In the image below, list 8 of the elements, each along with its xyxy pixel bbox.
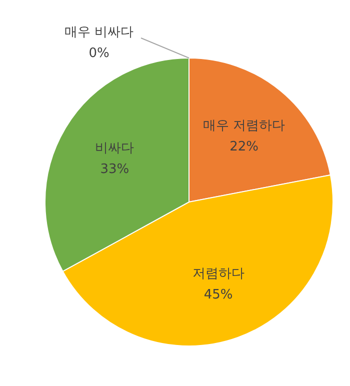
data-label: 22%	[230, 139, 259, 154]
slice-label: 비싸다	[95, 141, 134, 156]
data-label: 33%	[100, 162, 130, 178]
text: 0%	[88, 46, 110, 61]
slice-label: 저렴하다	[192, 266, 244, 282]
data-label: 45%	[204, 287, 233, 302]
category-label: 매우 비싸다	[64, 25, 134, 40]
slice-label: 매우 저렴하다	[203, 118, 286, 134]
